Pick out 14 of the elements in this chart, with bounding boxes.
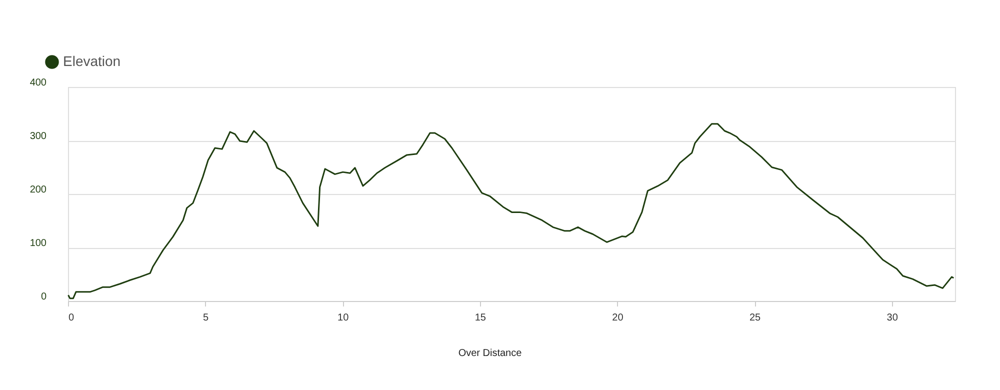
- x-tick-label: 25: [749, 312, 762, 324]
- x-tick-label: 10: [338, 312, 350, 324]
- y-tick-label: 0: [40, 292, 47, 302]
- x-tick-label: 15: [474, 312, 486, 324]
- x-tick-label: 5: [203, 312, 210, 324]
- legend-label: Elevation: [63, 53, 121, 69]
- y-tick-label: 300: [30, 131, 47, 142]
- x-tick-label: 0: [68, 312, 74, 324]
- y-tick-label: 400: [30, 78, 47, 88]
- text: Over Distance: [458, 348, 522, 359]
- x-tick-label: 20: [612, 312, 624, 324]
- x-tick-label: 30: [886, 312, 898, 324]
- y-tick-label: 100: [30, 238, 47, 249]
- y-tick-label: 200: [30, 184, 47, 196]
